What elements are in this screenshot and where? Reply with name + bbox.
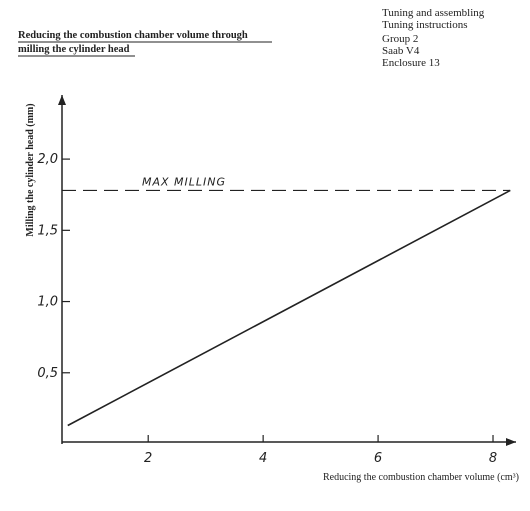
- y-tick-label: 1,0: [37, 295, 58, 310]
- header-line: Saab V4: [382, 45, 420, 57]
- reference-label: MAX MILLING: [142, 175, 226, 188]
- chart-title: Reducing the combustion chamber volume t…: [18, 30, 248, 41]
- x-axis-label: Reducing the combustion chamber volume (…: [323, 472, 519, 483]
- y-tick-label: 2,0: [37, 152, 58, 167]
- x-tick-label: 2: [144, 451, 152, 466]
- y-tick-label: 1,5: [37, 223, 58, 238]
- x-tick-label: 6: [374, 451, 382, 466]
- header-line: Group 2: [382, 33, 418, 45]
- y-axis-label: Milling the cylinder head (mm): [25, 103, 36, 236]
- x-tick-label: 4: [259, 451, 267, 466]
- header-line: Tuning and assembling: [382, 7, 485, 19]
- x-tick-label: 8: [489, 451, 497, 466]
- x-axis-arrow: [506, 438, 516, 446]
- header-line: Enclosure 13: [382, 57, 440, 69]
- y-tick-label: 0,5: [37, 366, 58, 381]
- y-axis-arrow: [58, 95, 66, 105]
- data-line: [67, 189, 511, 427]
- header-line: Tuning instructions: [382, 19, 467, 31]
- header: Tuning and assembling Tuning instruction…: [382, 7, 485, 69]
- chart-title: milling the cylinder head: [18, 44, 130, 55]
